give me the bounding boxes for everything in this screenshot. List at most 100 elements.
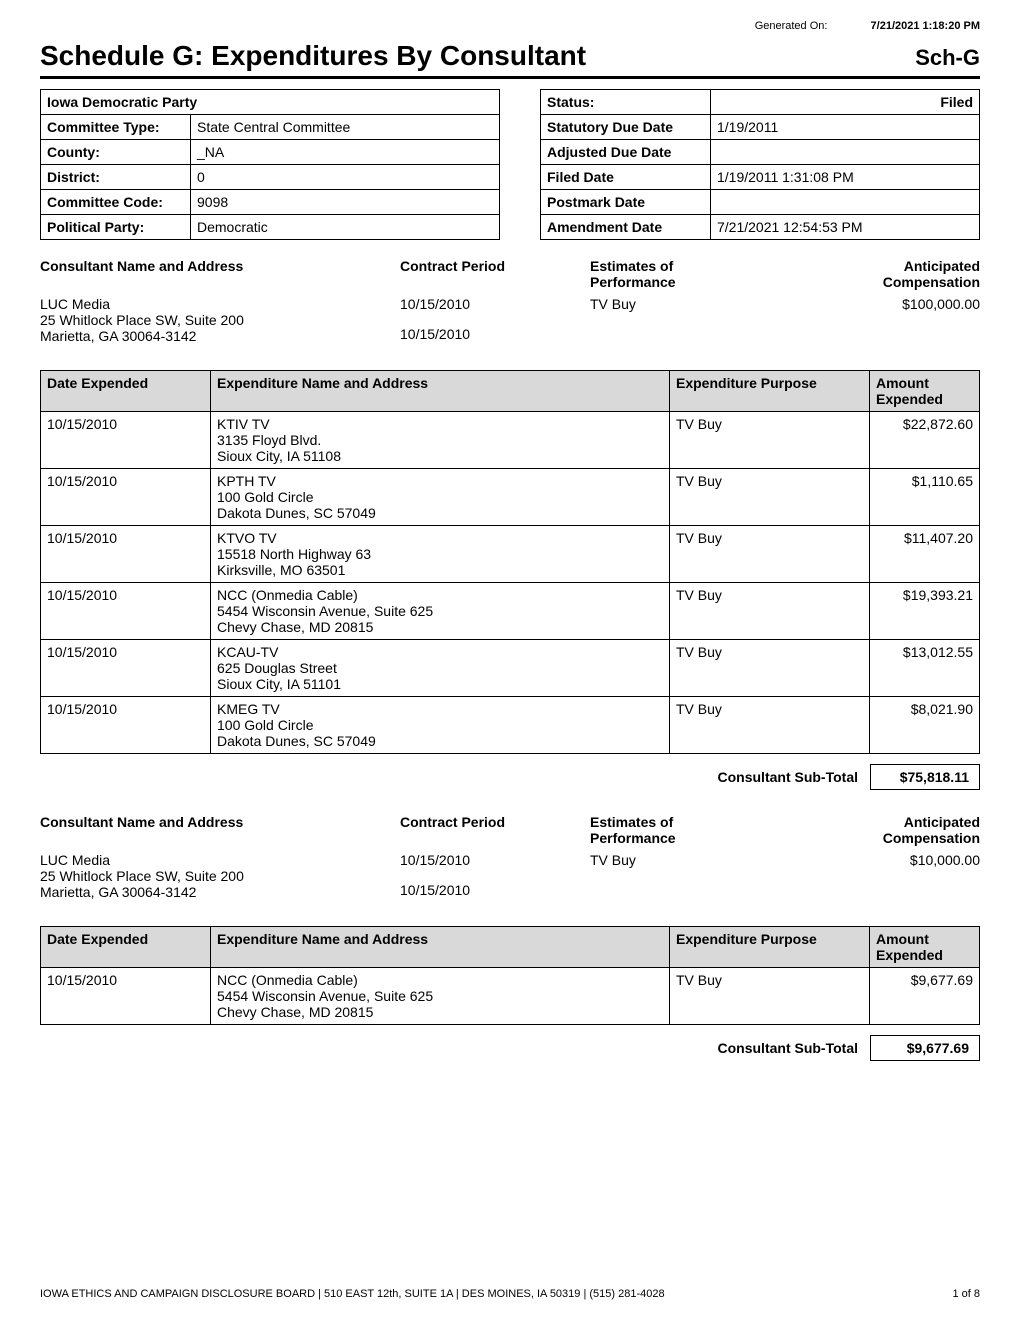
subtotal-label: Consultant Sub-Total: [718, 769, 859, 785]
info-left-label: County:: [41, 140, 191, 165]
table-row: 10/15/2010 KMEG TV100 Gold CircleDakota …: [41, 697, 980, 754]
cell-amount: $1,110.65: [870, 469, 980, 526]
table-row: 10/15/2010 KPTH TV100 Gold CircleDakota …: [41, 469, 980, 526]
ch-est: Estimates ofPerformance: [590, 258, 770, 290]
footer: IOWA ETHICS AND CAMPAIGN DISCLOSURE BOAR…: [40, 1288, 980, 1300]
consultant-comp: $10,000.00: [770, 852, 980, 912]
cell-purpose: TV Buy: [670, 640, 870, 697]
th-purpose: Expenditure Purpose: [670, 371, 870, 412]
consultant-data: LUC Media25 Whitlock Place SW, Suite 200…: [40, 852, 980, 912]
ch-est: Estimates ofPerformance: [590, 814, 770, 846]
cell-name: KMEG TV100 Gold CircleDakota Dunes, SC 5…: [211, 697, 670, 754]
subtotal-value: $9,677.69: [870, 1035, 980, 1061]
expenditure-table: Date Expended Expenditure Name and Addre…: [40, 370, 980, 754]
cell-purpose: TV Buy: [670, 526, 870, 583]
th-name: Expenditure Name and Address: [211, 927, 670, 968]
th-amount: AmountExpended: [870, 371, 980, 412]
info-left-value: Democratic: [191, 215, 500, 240]
cell-purpose: TV Buy: [670, 583, 870, 640]
consultant-name: LUC Media25 Whitlock Place SW, Suite 200…: [40, 296, 400, 356]
info-right-table: Status: Filed Statutory Due Date1/19/201…: [540, 89, 980, 240]
info-right-label: Filed Date: [541, 165, 711, 190]
th-amount: AmountExpended: [870, 927, 980, 968]
consultant-period: 10/15/201010/15/2010: [400, 852, 590, 912]
subtotal-value: $75,818.11: [870, 764, 980, 790]
footer-right: 1 of 8: [952, 1288, 980, 1300]
table-row: 10/15/2010 NCC (Onmedia Cable)5454 Wisco…: [41, 583, 980, 640]
expenditure-table: Date Expended Expenditure Name and Addre…: [40, 926, 980, 1025]
generated-value: 7/21/2021 1:18:20 PM: [871, 20, 980, 32]
consultant-period: 10/15/201010/15/2010: [400, 296, 590, 356]
th-name: Expenditure Name and Address: [211, 371, 670, 412]
info-left-value: 9098: [191, 190, 500, 215]
cell-purpose: TV Buy: [670, 469, 870, 526]
schedule-code: Sch-G: [915, 45, 980, 71]
info-right-value: [711, 190, 980, 215]
subtotal-label: Consultant Sub-Total: [718, 1040, 859, 1056]
info-left-value: 0: [191, 165, 500, 190]
table-row: 10/15/2010 KTVO TV15518 North Highway 63…: [41, 526, 980, 583]
info-left-value: _NA: [191, 140, 500, 165]
cell-purpose: TV Buy: [670, 697, 870, 754]
consultant-data: LUC Media25 Whitlock Place SW, Suite 200…: [40, 296, 980, 356]
subtotal-row: Consultant Sub-Total $75,818.11: [40, 764, 980, 790]
cell-date: 10/15/2010: [41, 968, 211, 1025]
ch-period: Contract Period: [400, 258, 590, 290]
info-left-value: State Central Committee: [191, 115, 500, 140]
info-left-label: District:: [41, 165, 191, 190]
status-label: Status:: [541, 90, 711, 115]
cell-name: KTIV TV3135 Floyd Blvd.Sioux City, IA 51…: [211, 412, 670, 469]
info-right-value: 1/19/2011 1:31:08 PM: [711, 165, 980, 190]
info-right-value: 1/19/2011: [711, 115, 980, 140]
cell-date: 10/15/2010: [41, 697, 211, 754]
ch-period: Contract Period: [400, 814, 590, 846]
consultant-comp: $100,000.00: [770, 296, 980, 356]
info-row: Iowa Democratic Party Committee Type:Sta…: [40, 89, 980, 240]
info-right-label: Adjusted Due Date: [541, 140, 711, 165]
cell-amount: $13,012.55: [870, 640, 980, 697]
cell-name: KCAU-TV625 Douglas StreetSioux City, IA …: [211, 640, 670, 697]
info-left-label: Committee Type:: [41, 115, 191, 140]
consultant-name: LUC Media25 Whitlock Place SW, Suite 200…: [40, 852, 400, 912]
info-right-label: Amendment Date: [541, 215, 711, 240]
page-title: Schedule G: Expenditures By Consultant: [40, 40, 586, 72]
info-right-value: [711, 140, 980, 165]
info-left-label: Committee Code:: [41, 190, 191, 215]
cell-date: 10/15/2010: [41, 412, 211, 469]
cell-name: KTVO TV15518 North Highway 63Kirksville,…: [211, 526, 670, 583]
info-right-label: Postmark Date: [541, 190, 711, 215]
table-row: 10/15/2010 KCAU-TV625 Douglas StreetSiou…: [41, 640, 980, 697]
cell-name: NCC (Onmedia Cable)5454 Wisconsin Avenue…: [211, 583, 670, 640]
ch-comp: AnticipatedCompensation: [770, 258, 980, 290]
cell-date: 10/15/2010: [41, 469, 211, 526]
cell-purpose: TV Buy: [670, 412, 870, 469]
table-row: 10/15/2010 KTIV TV3135 Floyd Blvd.Sioux …: [41, 412, 980, 469]
th-purpose: Expenditure Purpose: [670, 927, 870, 968]
consultant-header: Consultant Name and Address Contract Per…: [40, 814, 980, 846]
title-row: Schedule G: Expenditures By Consultant S…: [40, 40, 980, 79]
info-right-value: 7/21/2021 12:54:53 PM: [711, 215, 980, 240]
info-left-label: Political Party:: [41, 215, 191, 240]
th-date: Date Expended: [41, 927, 211, 968]
footer-left: IOWA ETHICS AND CAMPAIGN DISCLOSURE BOAR…: [40, 1288, 665, 1300]
ch-name: Consultant Name and Address: [40, 258, 400, 290]
cell-amount: $11,407.20: [870, 526, 980, 583]
table-row: 10/15/2010 NCC (Onmedia Cable)5454 Wisco…: [41, 968, 980, 1025]
cell-date: 10/15/2010: [41, 640, 211, 697]
th-date: Date Expended: [41, 371, 211, 412]
cell-amount: $9,677.69: [870, 968, 980, 1025]
subtotal-row: Consultant Sub-Total $9,677.69: [40, 1035, 980, 1061]
consultant-header: Consultant Name and Address Contract Per…: [40, 258, 980, 290]
cell-name: KPTH TV100 Gold CircleDakota Dunes, SC 5…: [211, 469, 670, 526]
ch-name: Consultant Name and Address: [40, 814, 400, 846]
consultant-est: TV Buy: [590, 852, 770, 912]
org-name: Iowa Democratic Party: [41, 90, 500, 115]
cell-name: NCC (Onmedia Cable)5454 Wisconsin Avenue…: [211, 968, 670, 1025]
consultant-est: TV Buy: [590, 296, 770, 356]
info-right-label: Statutory Due Date: [541, 115, 711, 140]
cell-amount: $19,393.21: [870, 583, 980, 640]
ch-comp: AnticipatedCompensation: [770, 814, 980, 846]
cell-date: 10/15/2010: [41, 583, 211, 640]
cell-amount: $22,872.60: [870, 412, 980, 469]
generated-line: Generated On: 7/21/2021 1:18:20 PM: [40, 20, 980, 32]
